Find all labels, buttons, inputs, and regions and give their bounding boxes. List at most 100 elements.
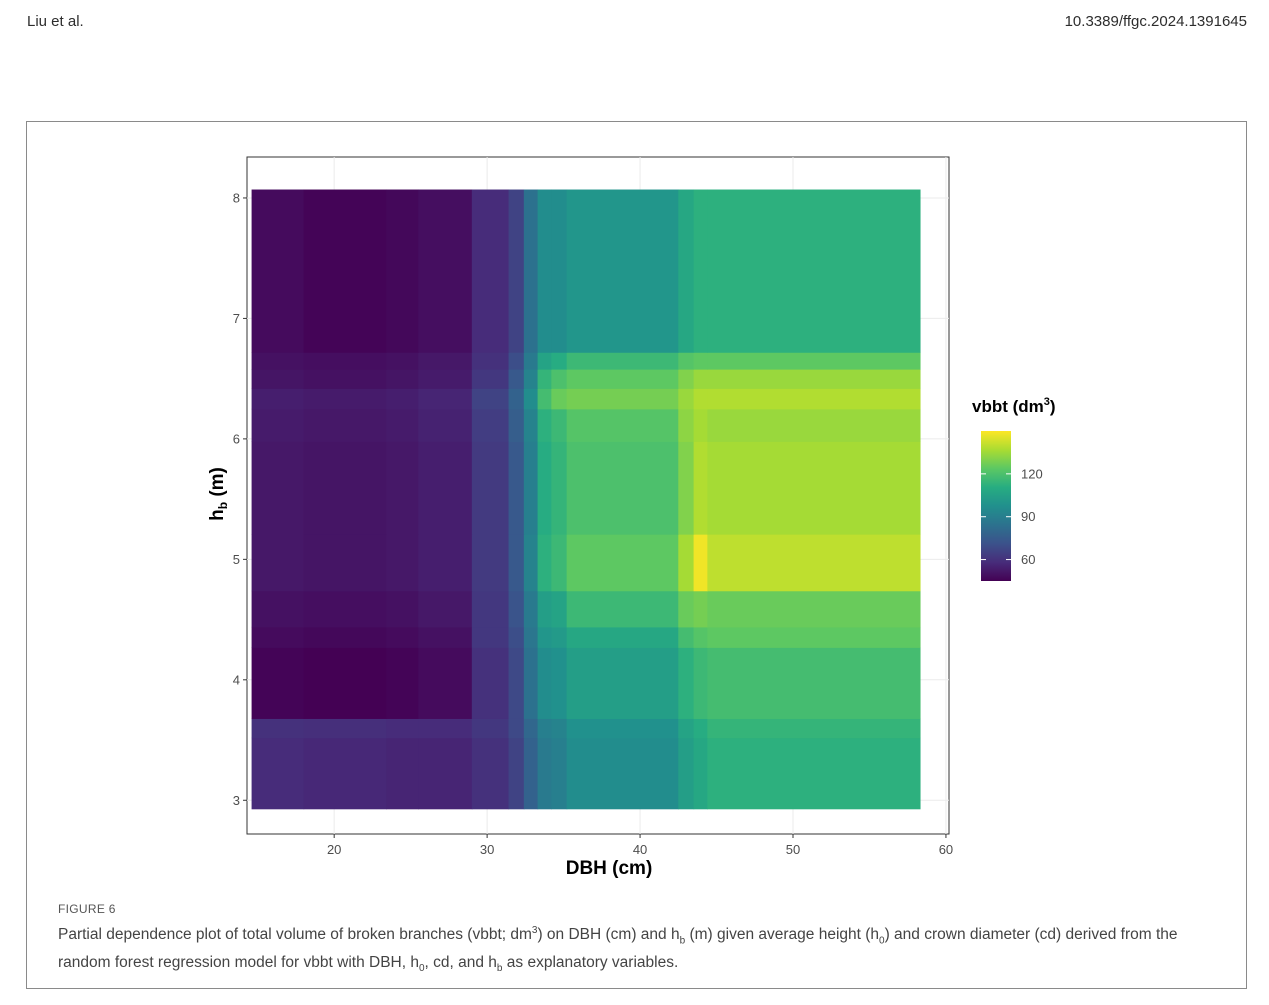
heatmap-cell — [566, 626, 679, 648]
heatmap-cell — [566, 534, 679, 592]
heatmap-cell — [693, 369, 708, 389]
heatmap-cell — [418, 626, 473, 648]
heatmap-cell — [551, 369, 568, 389]
heatmap-cell — [303, 189, 387, 353]
heatmap-cell — [537, 737, 552, 810]
heatmap-cell — [418, 737, 473, 810]
y-axis-title: hb (m) — [207, 467, 230, 521]
heatmap-cell — [251, 534, 305, 592]
heatmap-cell — [386, 352, 419, 370]
doi-header[interactable]: 10.3389/ffgc.2024.1391645 — [1064, 13, 1247, 30]
heatmap-cell — [551, 718, 568, 739]
heatmap-cell — [707, 352, 921, 370]
heatmap-cell — [678, 534, 695, 592]
heatmap-cell — [693, 441, 708, 535]
figure-label: FIGURE 6 — [58, 902, 116, 916]
axis-ticks: 20 30 40 50 60 3 4 5 6 7 8 — [233, 190, 953, 857]
x-tick-label: 60 — [939, 842, 953, 857]
heatmap-cell — [251, 441, 305, 535]
heatmap-cell — [678, 408, 695, 442]
heatmap-cell — [523, 534, 539, 592]
heatmap-cell — [251, 352, 305, 370]
heatmap-cell — [566, 189, 679, 353]
heatmap-cell — [523, 388, 539, 410]
legend-title-sup: 3 — [1044, 396, 1050, 408]
heatmap-cell — [251, 647, 305, 719]
heatmap-cell — [508, 388, 525, 410]
heatmap-cell — [523, 718, 539, 739]
heatmap-cell — [523, 369, 539, 389]
heatmap-cell — [418, 408, 473, 442]
heatmap-cell — [707, 737, 921, 810]
heatmap-cell — [693, 352, 708, 370]
heatmap-cell — [566, 737, 679, 810]
heatmap-cell — [707, 626, 921, 648]
heatmap-cell — [303, 408, 387, 442]
heatmap-cell — [303, 590, 387, 628]
heatmap-cell — [303, 647, 387, 719]
heatmap-cell — [471, 626, 510, 648]
heatmap-cell — [693, 737, 708, 810]
heatmap-cell — [707, 718, 921, 739]
heatmap-cell — [508, 352, 525, 370]
caption-part-6: ) and crown diameter (cd) derived from t… — [58, 926, 1178, 972]
heatmap-cell — [551, 189, 568, 353]
y-tick-label: 5 — [233, 552, 240, 567]
x-tick-label: 30 — [480, 842, 494, 857]
heatmap-cell — [471, 369, 510, 389]
heatmap-cell — [251, 388, 305, 410]
y-tick-label: 7 — [233, 311, 240, 326]
heatmap-cell — [471, 737, 510, 810]
heatmap-cell — [418, 647, 473, 719]
heatmap-cell — [523, 737, 539, 810]
legend-title-main: vbbt (dm — [972, 397, 1044, 416]
heatmap-cell — [707, 388, 921, 410]
heatmap-cell — [251, 189, 305, 353]
heatmap-cell — [251, 737, 305, 810]
heatmap-cell — [508, 590, 525, 628]
heatmap-cell — [523, 647, 539, 719]
heatmap-cell — [678, 441, 695, 535]
heatmap-cell — [418, 369, 473, 389]
heatmap-cell — [678, 737, 695, 810]
heatmap-cell — [418, 590, 473, 628]
heatmap-cell — [707, 189, 921, 353]
heatmap-cell — [551, 352, 568, 370]
figure-frame — [26, 121, 1247, 989]
y-tick-label: 3 — [233, 793, 240, 808]
caption-part-3: b — [679, 935, 686, 947]
heatmap-cell — [303, 737, 387, 810]
heatmap-cell — [508, 189, 525, 353]
heatmap-cell — [693, 189, 708, 353]
heatmap-cell — [537, 369, 552, 389]
heatmap-cell — [707, 534, 921, 592]
heatmap-cell — [537, 189, 552, 353]
caption-part-0: Partial dependence plot of total volume … — [58, 926, 532, 944]
heatmap-cell — [566, 718, 679, 739]
caption-part-5: 0 — [879, 935, 885, 947]
heatmap-cell — [471, 534, 510, 592]
heatmap-cell — [678, 590, 695, 628]
heatmap-cell — [303, 369, 387, 389]
heatmap-cell — [707, 441, 921, 535]
y-tick-label: 4 — [233, 672, 240, 687]
legend-title: vbbt (dm3) — [972, 396, 1056, 416]
heatmap-cell — [566, 352, 679, 370]
heatmap-cell — [678, 718, 695, 739]
heatmap-cell — [418, 534, 473, 592]
heatmap-cell — [386, 441, 419, 535]
heatmap-cell — [551, 647, 568, 719]
heatmap-cell — [418, 718, 473, 739]
heatmap-cell — [566, 388, 679, 410]
colorbar-ticks: 60 90 120 — [981, 466, 1043, 567]
authors-header: Liu et al. — [27, 13, 84, 30]
heatmap-cell — [386, 369, 419, 389]
heatmap-cell — [418, 441, 473, 535]
caption-part-8: , cd, and h — [424, 954, 497, 972]
heatmap-cell — [386, 718, 419, 739]
heatmap-cell — [303, 626, 387, 648]
heatmap-cell — [508, 718, 525, 739]
figure-caption: Partial dependence plot of total volume … — [58, 920, 1218, 980]
heatmap-cell — [523, 189, 539, 353]
